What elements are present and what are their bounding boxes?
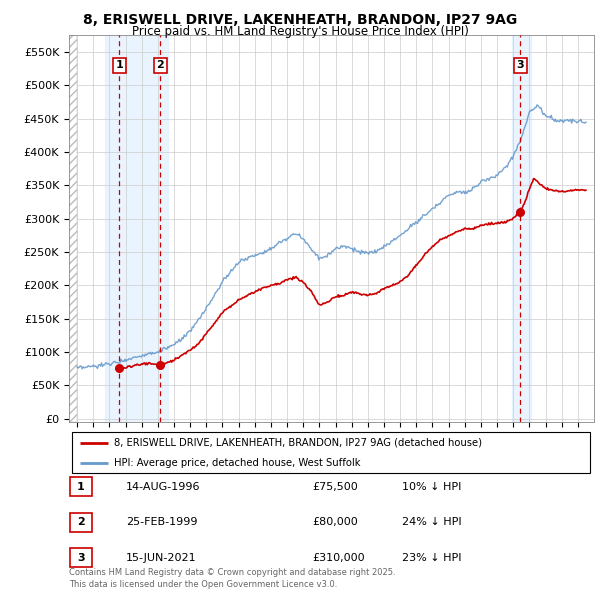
Text: £310,000: £310,000	[312, 553, 365, 562]
Text: 23% ↓ HPI: 23% ↓ HPI	[402, 553, 461, 562]
Text: 1: 1	[116, 60, 123, 70]
Text: 1: 1	[77, 482, 85, 491]
Text: £75,500: £75,500	[312, 482, 358, 491]
Text: 3: 3	[517, 60, 524, 70]
Text: 14-AUG-1996: 14-AUG-1996	[126, 482, 200, 491]
Bar	[104, 35, 167, 422]
Text: 3: 3	[77, 553, 85, 562]
Text: £80,000: £80,000	[312, 517, 358, 527]
Text: 10% ↓ HPI: 10% ↓ HPI	[402, 482, 461, 491]
Text: Price paid vs. HM Land Registry's House Price Index (HPI): Price paid vs. HM Land Registry's House …	[131, 25, 469, 38]
Text: 25-FEB-1999: 25-FEB-1999	[126, 517, 197, 527]
Text: Contains HM Land Registry data © Crown copyright and database right 2025.
This d: Contains HM Land Registry data © Crown c…	[69, 568, 395, 589]
Text: HPI: Average price, detached house, West Suffolk: HPI: Average price, detached house, West…	[113, 458, 360, 467]
FancyBboxPatch shape	[70, 513, 92, 532]
Text: 24% ↓ HPI: 24% ↓ HPI	[402, 517, 461, 527]
FancyBboxPatch shape	[70, 548, 92, 567]
Text: 2: 2	[77, 517, 85, 527]
Bar	[512, 35, 531, 422]
FancyBboxPatch shape	[70, 477, 92, 496]
Text: 2: 2	[157, 60, 164, 70]
Text: 8, ERISWELL DRIVE, LAKENHEATH, BRANDON, IP27 9AG: 8, ERISWELL DRIVE, LAKENHEATH, BRANDON, …	[83, 13, 517, 27]
Text: 15-JUN-2021: 15-JUN-2021	[126, 553, 197, 562]
FancyBboxPatch shape	[71, 432, 590, 473]
Text: 8, ERISWELL DRIVE, LAKENHEATH, BRANDON, IP27 9AG (detached house): 8, ERISWELL DRIVE, LAKENHEATH, BRANDON, …	[113, 438, 482, 448]
